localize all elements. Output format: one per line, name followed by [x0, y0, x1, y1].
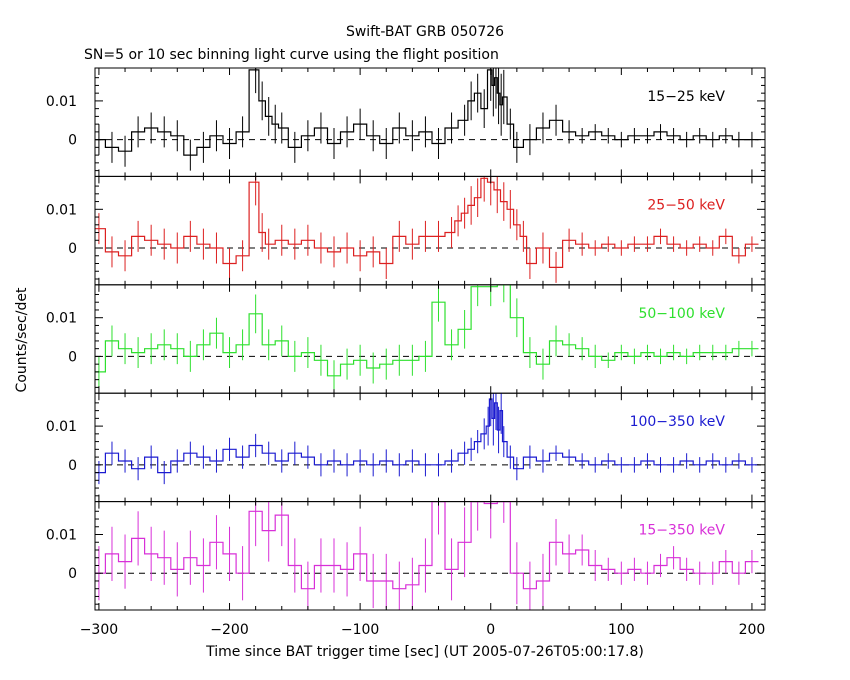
y-tick-label: 0.01 — [46, 419, 77, 435]
panel-frame — [94, 392, 766, 503]
x-tick-label: 200 — [739, 622, 766, 638]
band-label: 50−100 keV — [638, 306, 725, 322]
y-tick-label: 0 — [68, 458, 77, 474]
y-tick-label: 0 — [68, 133, 77, 149]
y-tick-label: 0.01 — [46, 528, 77, 544]
panel-3: 0 0.01 50−100 keV — [46, 284, 766, 394]
panels-group: 0 0.01 15−25 keV 0 0.01 25−50 keV 0 0.01 50−100 … — [46, 67, 766, 638]
y-axis-label: Counts/sec/det — [14, 287, 30, 392]
panel-frame — [94, 501, 766, 611]
light-curve-series — [95, 398, 759, 474]
panel-data — [95, 68, 759, 171]
y-tick-label: 0 — [68, 566, 77, 582]
y-tick-label: 0.01 — [46, 202, 77, 218]
x-tick-label: 0 — [486, 622, 495, 638]
panel-2: 0 0.01 25−50 keV — [46, 175, 766, 286]
band-label: 25−50 keV — [647, 197, 725, 213]
panel-data — [95, 284, 759, 392]
chart-subtitle: SN=5 or 10 sec binning light curve using… — [84, 47, 499, 63]
y-tick-label: 0 — [68, 349, 77, 365]
panel-data — [95, 176, 759, 283]
light-curve-series — [95, 177, 759, 268]
panel-frame — [94, 67, 766, 177]
x-tick-label: −100 — [341, 622, 379, 638]
x-tick-label: 100 — [608, 622, 635, 638]
panel-data — [95, 501, 759, 610]
panel-1: 0 0.01 15−25 keV — [46, 67, 766, 177]
panel-data — [95, 393, 759, 485]
panel-5: 0 0.01 15−350 keV — [46, 501, 766, 611]
chart-title: Swift-BAT GRB 050726 — [346, 24, 504, 40]
panel-frame — [94, 175, 766, 286]
x-tick-label: −200 — [210, 622, 248, 638]
x-tick-label: −300 — [80, 622, 118, 638]
y-tick-label: 0 — [68, 241, 77, 257]
panel-4: 0 0.01 100−350 keV — [46, 392, 766, 503]
y-tick-label: 0.01 — [46, 94, 77, 110]
x-axis-label: Time since BAT trigger time [sec] (UT 20… — [205, 644, 644, 660]
band-label: 100−350 keV — [630, 414, 726, 430]
light-curve-series — [95, 501, 759, 590]
light-curve-series — [95, 284, 759, 377]
y-tick-label: 0.01 — [46, 311, 77, 327]
band-label: 15−25 keV — [647, 89, 725, 105]
band-label: 15−350 keV — [638, 523, 725, 539]
panel-frame — [94, 284, 766, 394]
